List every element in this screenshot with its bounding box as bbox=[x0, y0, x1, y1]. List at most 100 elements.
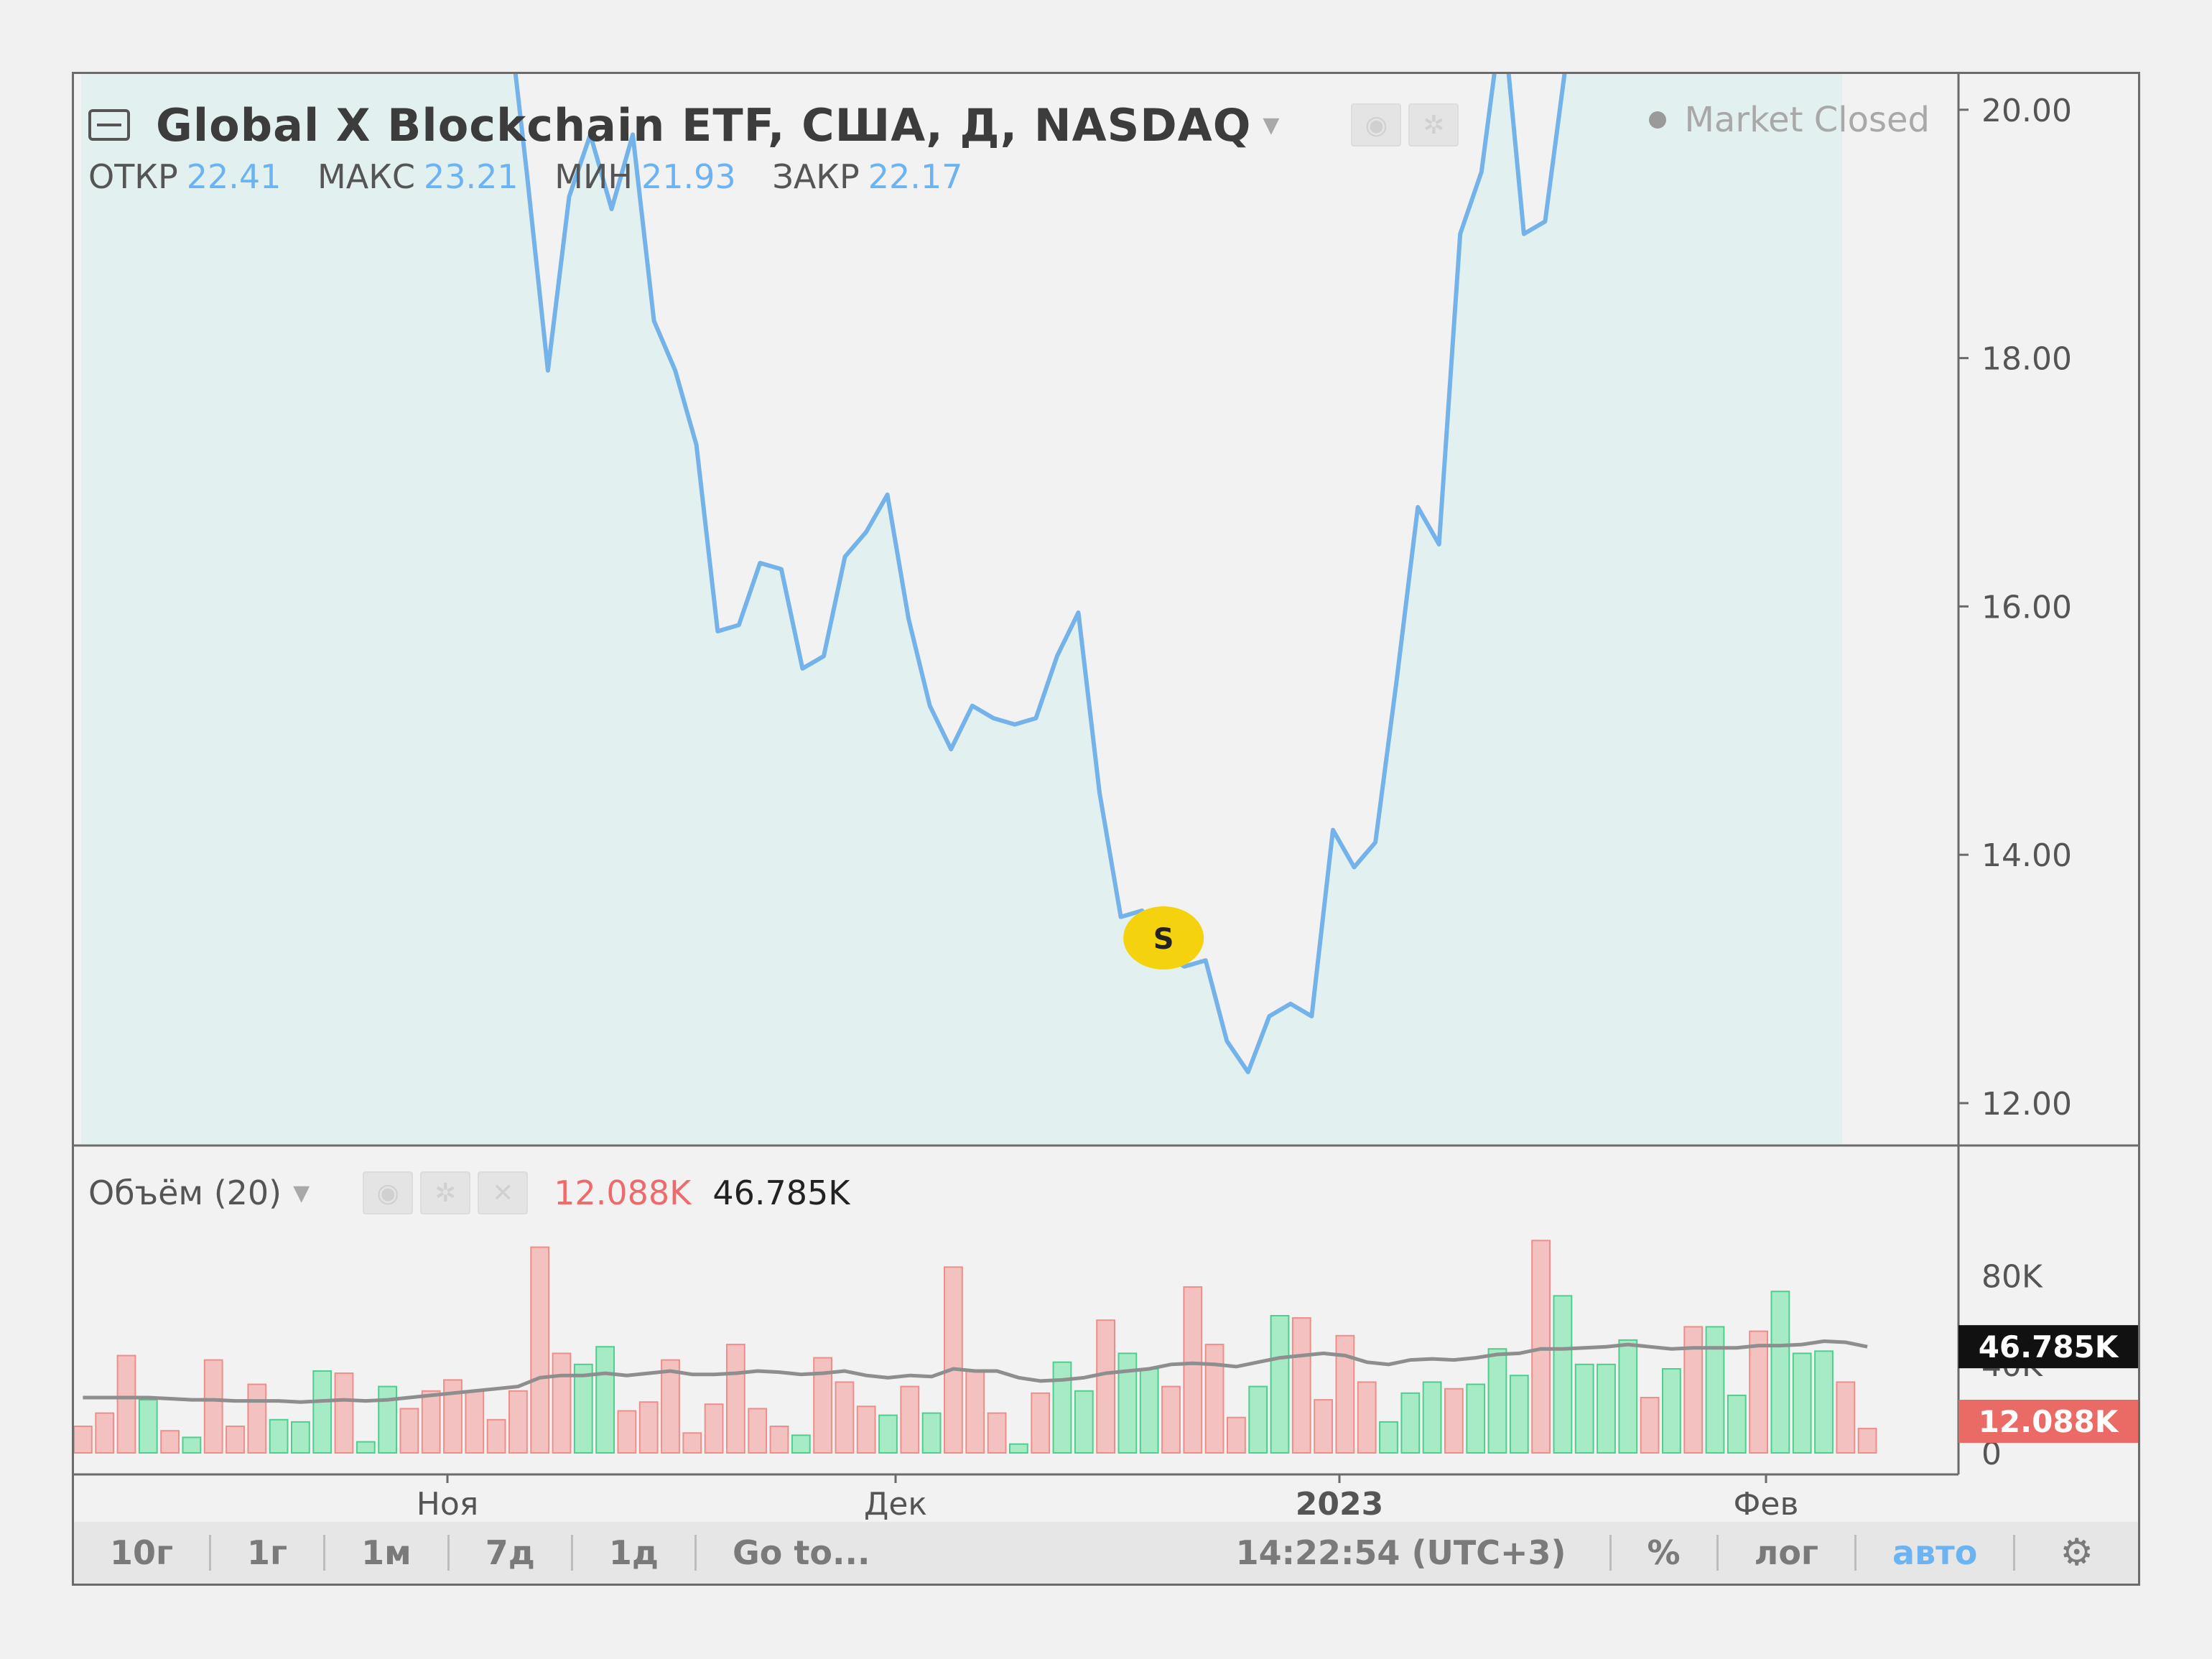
volume-bar bbox=[182, 1436, 202, 1454]
chart-widget[interactable]: S 28.0026.0024.0022.0020.0018.0016.0014.… bbox=[72, 72, 2140, 1586]
y-tick-label: 14.00 bbox=[1981, 837, 2072, 874]
volume-bar bbox=[1248, 1385, 1268, 1454]
volume-bar bbox=[1662, 1368, 1681, 1454]
auto-scale-button[interactable]: авто bbox=[1892, 1533, 1978, 1572]
volume-legend: Объём (20) ▼ ◉ ✲ ✕ 12.088K 46.785K bbox=[88, 1171, 850, 1214]
bottom-toolbar: 10г 1г 1м 7д 1д Go to... 14:22:54 (UTC+3… bbox=[74, 1522, 2138, 1584]
toolbar-divider bbox=[447, 1535, 450, 1571]
x-tick-label: 2023 bbox=[1296, 1486, 1383, 1522]
price-area bbox=[81, 74, 1842, 1144]
y-tick-label: 16.00 bbox=[1981, 589, 2072, 626]
volume-y-tick-label: 80K bbox=[1981, 1259, 2043, 1296]
volume-bar bbox=[95, 1412, 115, 1454]
ohlc-open-label: ОТКР bbox=[88, 157, 178, 196]
toolbar-divider bbox=[1854, 1535, 1856, 1571]
range-1m-button[interactable]: 1м bbox=[361, 1533, 412, 1572]
volume-bar bbox=[1509, 1375, 1529, 1454]
volume-bar bbox=[530, 1246, 550, 1454]
volume-bar bbox=[1487, 1348, 1507, 1454]
toolbar-divider bbox=[694, 1535, 697, 1571]
volume-bar bbox=[987, 1412, 1007, 1454]
volume-bar bbox=[1009, 1443, 1028, 1454]
volume-bar bbox=[1052, 1361, 1072, 1454]
range-10y-button[interactable]: 10г bbox=[110, 1533, 174, 1572]
volume-bar bbox=[1183, 1286, 1203, 1454]
volume-bar bbox=[1618, 1339, 1638, 1454]
volume-bar bbox=[1422, 1381, 1442, 1454]
volume-bar bbox=[900, 1385, 920, 1454]
range-1y-button[interactable]: 1г bbox=[247, 1533, 288, 1572]
volume-bar bbox=[1857, 1428, 1877, 1454]
volume-bar bbox=[291, 1421, 310, 1454]
y-tick-label: 20.00 bbox=[1981, 93, 2072, 129]
volume-bar bbox=[661, 1359, 680, 1454]
event-marker[interactable] bbox=[1123, 906, 1204, 970]
volume-ma-line bbox=[83, 1339, 1868, 1404]
volume-bar bbox=[508, 1390, 528, 1454]
ohlc-close-label: ЗАКР bbox=[772, 157, 860, 196]
volume-bar bbox=[1270, 1315, 1290, 1454]
gear-icon[interactable]: ⚙ bbox=[2060, 1531, 2094, 1574]
toolbar-divider bbox=[570, 1535, 573, 1571]
volume-bar bbox=[726, 1344, 745, 1454]
chevron-down-icon[interactable]: ▼ bbox=[293, 1180, 310, 1206]
volume-bar bbox=[334, 1372, 354, 1454]
close-icon[interactable]: ✕ bbox=[478, 1171, 529, 1214]
volume-bar bbox=[247, 1383, 267, 1454]
volume-bar bbox=[312, 1370, 333, 1454]
y-tick-label: 12.00 bbox=[1981, 1086, 2072, 1123]
gear-icon[interactable]: ✲ bbox=[420, 1171, 471, 1214]
eye-icon[interactable]: ◉ bbox=[1351, 103, 1402, 147]
ohlc-row: ОТКР 22.41 МАКС 23.21 МИН 21.93 ЗАКР 22.17 bbox=[88, 157, 988, 196]
symbol-title[interactable]: Global X Blockchain ETF, США, Д, NASDAQ bbox=[156, 98, 1252, 152]
ohlc-low-value: 21.93 bbox=[641, 157, 736, 196]
eye-icon[interactable]: ◉ bbox=[363, 1171, 414, 1214]
volume-bar bbox=[769, 1426, 789, 1454]
volume-ma-badge bbox=[1958, 1325, 2138, 1369]
volume-bar bbox=[617, 1410, 637, 1454]
chevron-down-icon[interactable]: ▼ bbox=[1263, 112, 1280, 138]
volume-bar bbox=[835, 1381, 855, 1454]
volume-bar bbox=[1749, 1330, 1768, 1454]
volume-bar bbox=[378, 1385, 398, 1454]
volume-bar bbox=[1814, 1350, 1834, 1454]
range-7d-button[interactable]: 7д bbox=[485, 1533, 535, 1572]
volume-bar bbox=[704, 1403, 724, 1454]
volume-bar bbox=[1597, 1363, 1616, 1454]
volume-bar bbox=[1074, 1390, 1094, 1454]
ohlc-low-label: МИН bbox=[554, 157, 633, 196]
range-1d-button[interactable]: 1д bbox=[608, 1533, 659, 1572]
volume-bar bbox=[138, 1399, 158, 1454]
volume-bar bbox=[1770, 1291, 1790, 1454]
volume-bar bbox=[1096, 1319, 1115, 1454]
volume-bar bbox=[1161, 1385, 1181, 1454]
volume-bar bbox=[116, 1354, 136, 1454]
event-marker-label: S bbox=[1153, 923, 1174, 956]
percent-scale-button[interactable]: % bbox=[1647, 1533, 1681, 1572]
ohlc-close-value: 22.17 bbox=[868, 157, 963, 196]
volume-bar bbox=[1400, 1392, 1421, 1454]
volume-current-value: 12.088K bbox=[554, 1174, 692, 1212]
chart-canvas[interactable]: S 28.0026.0024.0022.0020.0018.0016.0014.… bbox=[74, 74, 2138, 1522]
gear-icon[interactable]: ✲ bbox=[1408, 103, 1459, 147]
volume-bar bbox=[1466, 1383, 1486, 1454]
volume-bar bbox=[944, 1266, 963, 1454]
volume-study-label[interactable]: Объём (20) bbox=[88, 1174, 282, 1212]
log-scale-button[interactable]: лог bbox=[1754, 1533, 1818, 1572]
volume-bar bbox=[1139, 1368, 1159, 1454]
volume-bar bbox=[486, 1418, 506, 1454]
goto-button[interactable]: Go to... bbox=[733, 1533, 870, 1572]
collapse-legend-icon[interactable] bbox=[88, 109, 130, 141]
volume-bar bbox=[682, 1432, 702, 1454]
volume-bar bbox=[791, 1434, 811, 1454]
volume-last-badge-label: 12.088K bbox=[1979, 1404, 2119, 1439]
volume-bar bbox=[1204, 1344, 1224, 1454]
toolbar-divider bbox=[2013, 1535, 2016, 1571]
clock-readout[interactable]: 14:22:54 (UTC+3) bbox=[1235, 1533, 1566, 1572]
volume-bar bbox=[74, 1426, 93, 1454]
volume-bar bbox=[748, 1408, 768, 1454]
volume-bar bbox=[1727, 1394, 1747, 1454]
volume-bar bbox=[356, 1441, 376, 1454]
market-status: Market Closed bbox=[1648, 100, 1930, 140]
volume-bar bbox=[921, 1412, 942, 1454]
